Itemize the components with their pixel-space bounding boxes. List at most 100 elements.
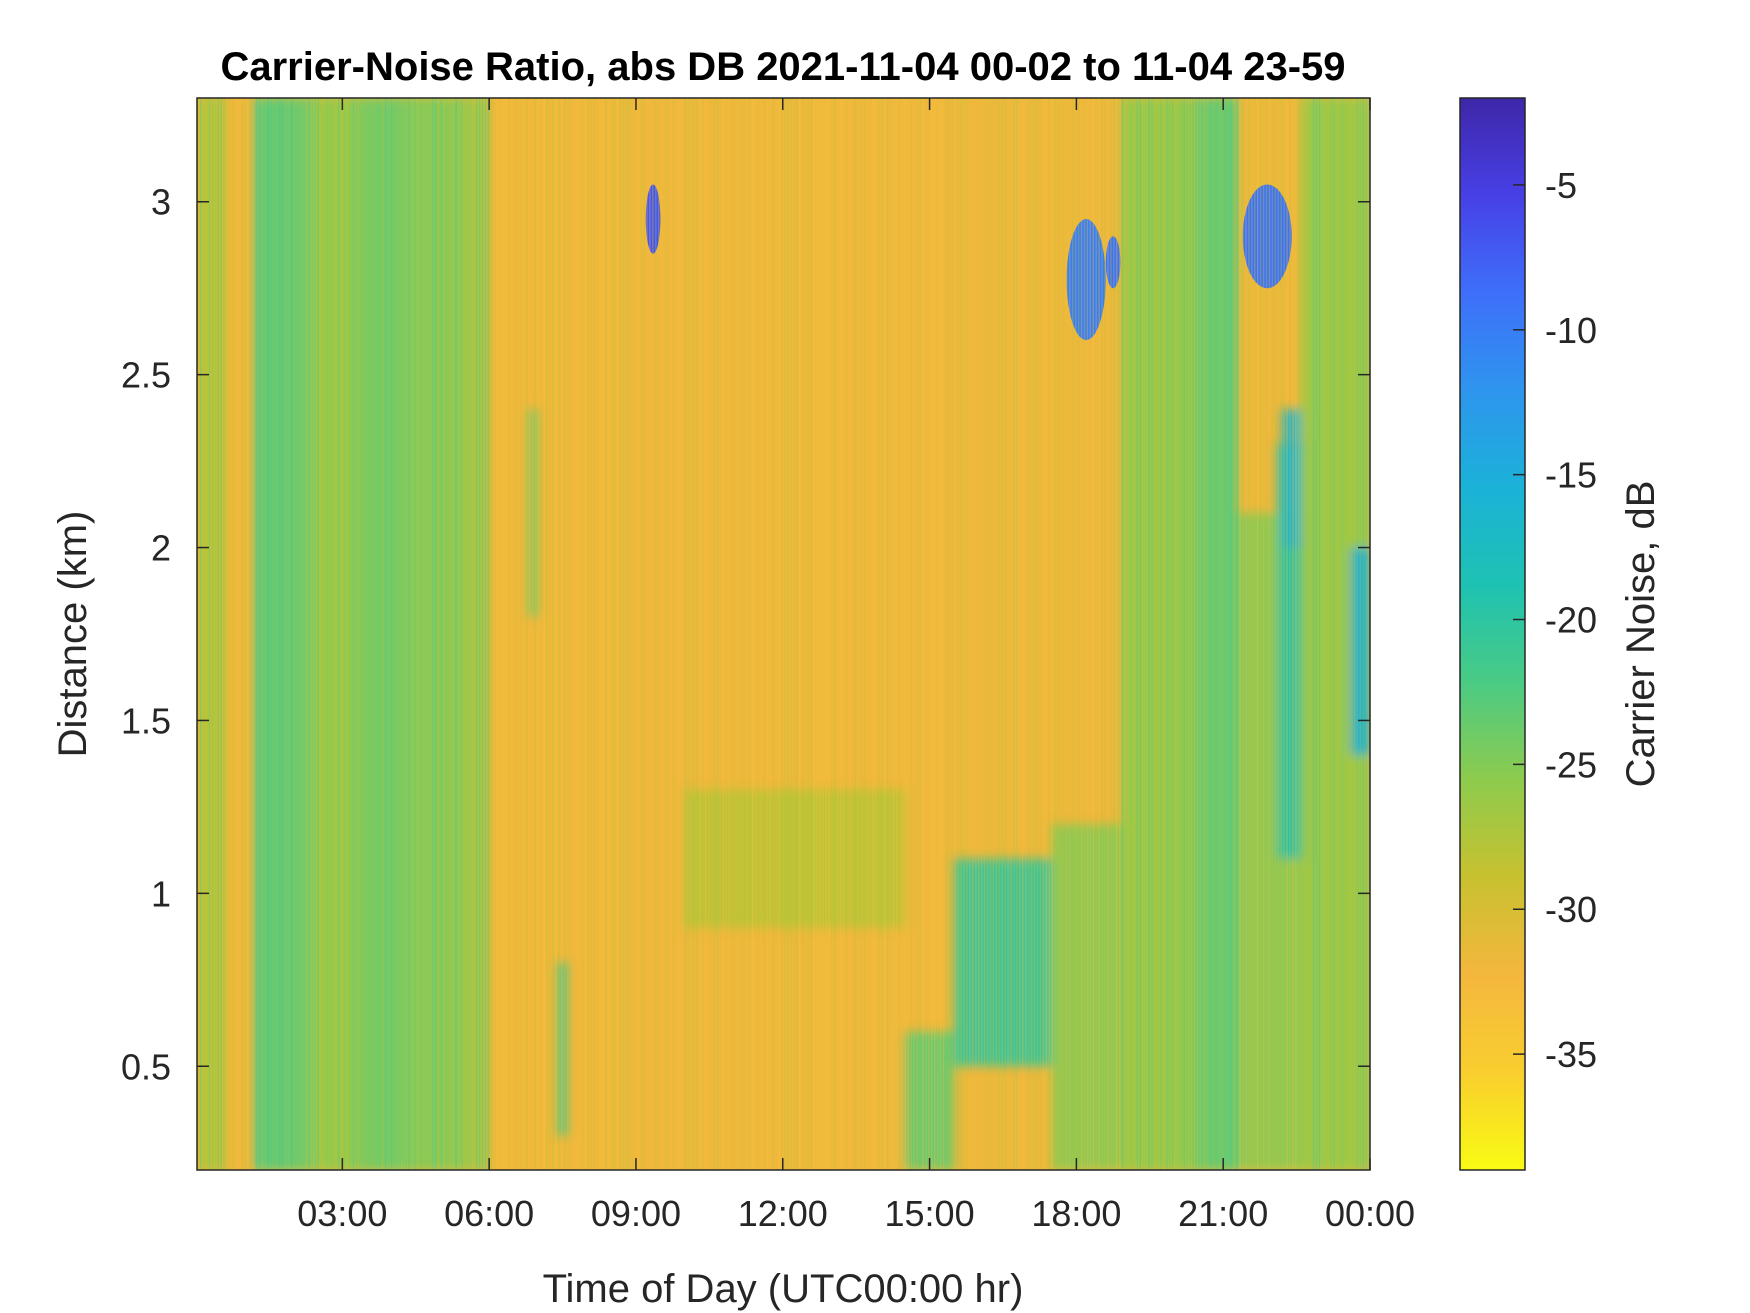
heatmap-streak [1286,98,1288,1170]
heatmap-streak [637,98,639,1170]
heatmap-streak [1180,98,1183,1170]
heatmap-streak [722,98,725,1170]
heatmap-streak [1321,98,1324,1170]
heatmap-streak [925,98,927,1170]
y-tick-label: 1 [151,873,171,914]
heatmap-region [1350,547,1370,756]
heatmap-streak [285,98,287,1170]
heatmap-streak [1215,98,1218,1170]
heatmap-streak [223,98,225,1170]
heatmap-streak [1315,98,1318,1170]
heatmap-streak [978,98,980,1170]
heatmap-streak [628,98,631,1170]
heatmap-streak [511,98,513,1170]
heatmap-streak [728,98,730,1170]
y-tick-label: 2 [151,528,171,569]
heatmap-streak [493,98,496,1170]
heatmap-streak [428,98,431,1170]
heatmap-streak [1022,98,1024,1170]
heatmap-region [1120,98,1199,1170]
y-tick-label: 1.5 [121,700,171,741]
heatmap-streak [273,98,275,1170]
heatmap-streak [317,98,319,1170]
colorbar-tick-label: -30 [1545,889,1597,930]
heatmap-streak [1212,98,1215,1170]
heatmap-streak [684,98,686,1170]
heatmap-streak [1295,98,1297,1170]
heatmap-streak [810,98,813,1170]
y-tick-label: 0.5 [121,1046,171,1087]
heatmap-streak [798,98,801,1170]
heatmap-streak [276,98,278,1170]
heatmap-streak [613,98,616,1170]
heatmap-streak [889,98,892,1170]
heatmap-streak [1171,98,1174,1170]
heatmap-streak [1163,98,1165,1170]
heatmap-streak [1271,98,1274,1170]
heatmap-streak [487,98,490,1170]
heatmap-streak [525,98,528,1170]
heatmap-streak [1165,98,1168,1170]
heatmap-streak [699,98,701,1170]
heatmap-streak [311,98,313,1170]
heatmap-streak [840,98,842,1170]
heatmap-streak [640,98,642,1170]
heatmap-streak [860,98,863,1170]
heatmap-streak [1001,98,1003,1170]
heatmap-streak [969,98,971,1170]
heatmap-streak [716,98,719,1170]
heatmap-streak [649,98,651,1170]
heatmap-streak [972,98,974,1170]
heatmap-streak [769,98,772,1170]
heatmap-streak [963,98,965,1170]
heatmap-streak [704,98,707,1170]
heatmap-streak [1230,98,1232,1170]
heatmap-streak [1089,98,1092,1170]
heatmap-streak [754,98,757,1170]
heatmap-streak [863,98,865,1170]
heatmap-streak [381,98,384,1170]
colorbar-gradient [1460,98,1525,1170]
heatmap-streak [537,98,540,1170]
heatmap-streak [622,98,625,1170]
heatmap-streak [505,98,507,1170]
heatmap-streak [1054,98,1056,1170]
heatmap-streak [202,98,205,1170]
heatmap-streak [1301,98,1303,1170]
heatmap-streak [346,98,349,1170]
heatmap-streak [784,98,786,1170]
heatmap-streak [1245,98,1247,1170]
heatmap-streak [211,98,214,1170]
heatmap-streak [760,98,763,1170]
x-tick-label: 12:00 [738,1193,828,1234]
heatmap-streak [478,98,481,1170]
heatmap-streak [455,98,457,1170]
heatmap-streak [1139,98,1141,1170]
heatmap-streak [936,98,939,1170]
heatmap-streak [461,98,463,1170]
heatmap-streak [795,98,798,1170]
heatmap-streak [869,98,871,1170]
heatmap-streak [1183,98,1186,1170]
heatmap-streak [960,98,962,1170]
heatmap-streak [866,98,868,1170]
heatmap-streak [1198,98,1200,1170]
heatmap-streak [1207,98,1209,1170]
heatmap-streak [793,98,795,1170]
heatmap-streak [496,98,498,1170]
heatmap-streak [1365,98,1368,1170]
colorbar-tick-label: -25 [1545,744,1597,785]
heatmap-streak [402,98,404,1170]
heatmap-streak [1077,98,1080,1170]
heatmap-streak [1233,98,1235,1170]
heatmap-streak [546,98,548,1170]
heatmap-streak [1353,98,1356,1170]
heatmap-streak [522,98,525,1170]
heatmap-streak [737,98,739,1170]
heatmap-streak [320,98,322,1170]
colorbar-tick-label: -5 [1545,165,1577,206]
heatmap-streak [270,98,272,1170]
heatmap-streak [713,98,716,1170]
heatmap-streak [907,98,910,1170]
heatmap-streak [475,98,478,1170]
